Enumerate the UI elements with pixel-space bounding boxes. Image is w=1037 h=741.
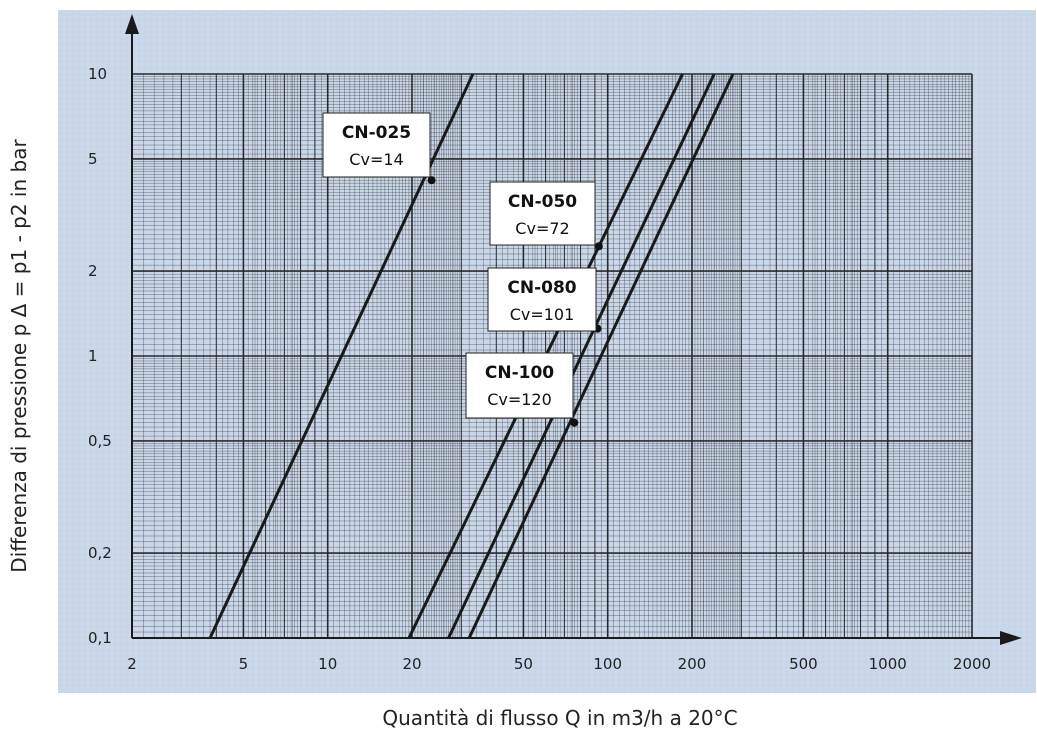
series-line xyxy=(467,73,735,639)
y-tick-label: 2 xyxy=(88,262,98,280)
y-tick-label: 10 xyxy=(88,65,107,83)
series-cv-label: Cv=72 xyxy=(515,219,569,238)
series-marker xyxy=(594,242,603,251)
x-tick-label: 2000 xyxy=(953,655,991,673)
x-axis-title: Quantità di flusso Q in m3/h a 20°C xyxy=(382,706,737,730)
x-tick-label: 5 xyxy=(239,655,249,673)
series-label-box: CN-080 Cv=101 xyxy=(487,267,597,332)
y-tick-label: 1 xyxy=(88,347,98,365)
series-cv-label: Cv=14 xyxy=(349,150,403,169)
series-line xyxy=(447,73,716,639)
series-label-box: CN-050 Cv=72 xyxy=(489,181,596,246)
series-label-box: CN-025 Cv=14 xyxy=(322,112,431,178)
y-axis-title: Differenza di pressione p Δ = p1 - p2 in… xyxy=(7,139,31,573)
series-name-label: CN-080 xyxy=(507,278,576,298)
series-cv-label: Cv=101 xyxy=(510,305,575,324)
x-tick-label: 2 xyxy=(127,655,137,673)
x-tick-label: 10 xyxy=(318,655,337,673)
label-box-bg xyxy=(322,112,431,178)
label-box-bg xyxy=(465,352,574,419)
x-tick-label: 20 xyxy=(402,655,421,673)
y-axis-arrow xyxy=(125,14,139,34)
series-cv-label: Cv=120 xyxy=(487,390,552,409)
series-labels: CN-025 Cv=14 CN-050 Cv=72 CN-080 Cv=101 CN-100… xyxy=(322,112,597,419)
y-tick-label: 0,2 xyxy=(88,544,112,562)
label-box-bg xyxy=(489,181,596,246)
series-name-label: CN-050 xyxy=(508,192,577,212)
x-tick-label: 50 xyxy=(514,655,533,673)
axes xyxy=(125,14,1022,645)
x-tick-label: 100 xyxy=(593,655,622,673)
x-tick-label: 1000 xyxy=(869,655,907,673)
x-tick-label: 500 xyxy=(789,655,818,673)
series-name-label: CN-100 xyxy=(485,363,554,383)
series-marker xyxy=(427,176,436,185)
x-tick-label: 200 xyxy=(678,655,707,673)
y-tick-label: 5 xyxy=(88,150,98,168)
series-label-box: CN-100 Cv=120 xyxy=(465,352,574,419)
y-tick-label: 0,5 xyxy=(88,432,112,450)
tick-labels: 0,1 0,2 0,5 1 2 5 10 2 5 10 20 50 100 200 500 1000 2000 xyxy=(88,65,991,673)
label-box-bg xyxy=(487,267,597,332)
series-name-label: CN-025 xyxy=(342,123,411,143)
series-marker xyxy=(570,418,579,427)
y-tick-label: 0,1 xyxy=(88,629,112,647)
x-axis-arrow xyxy=(1000,631,1022,645)
